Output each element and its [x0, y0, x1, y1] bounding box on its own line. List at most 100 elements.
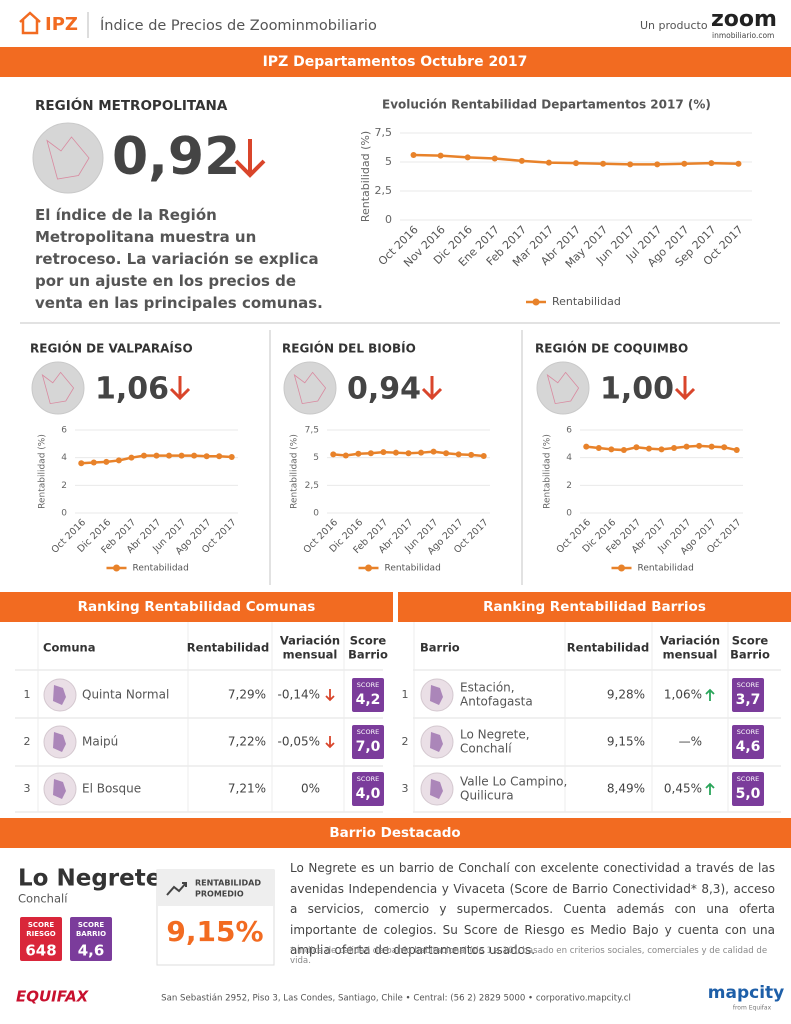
y-tick-label: 0 — [61, 509, 67, 519]
rank: 1 — [402, 688, 409, 701]
area-thumbnail-shape — [430, 779, 443, 799]
variacion: —% — [679, 735, 702, 749]
region-map — [32, 122, 104, 194]
data-point — [708, 443, 715, 450]
score-badge — [732, 725, 764, 759]
trend-arrow — [169, 376, 191, 401]
score-value: 3,7 — [736, 692, 761, 708]
area-thumbnail-shape — [430, 732, 443, 752]
data-point — [128, 454, 135, 461]
y-axis-label: Rentabilidad (%) — [290, 434, 300, 509]
y-tick-label: 5 — [313, 453, 319, 463]
y-tick-label: 2,5 — [375, 184, 393, 197]
score-label: SCORE — [357, 775, 379, 783]
region-title: REGIÓN METROPOLITANA — [35, 96, 228, 114]
trend-arrow — [705, 782, 715, 795]
data-point — [203, 453, 210, 460]
data-point — [491, 155, 498, 162]
region-description: El índice de la Región Metropolitana mue… — [35, 206, 323, 312]
data-point — [600, 160, 607, 167]
y-tick-label: 2 — [566, 481, 572, 491]
column-header: Barrio — [348, 648, 388, 662]
score-label: SCORE — [357, 681, 379, 689]
data-point — [480, 453, 487, 460]
data-point — [443, 450, 450, 457]
legend-label: Rentabilidad — [552, 295, 621, 308]
badge-label: BARRIO — [76, 930, 106, 938]
data-point — [583, 443, 590, 450]
region-map — [31, 361, 85, 415]
area-thumbnail-shape — [53, 732, 66, 752]
trend-arrow — [421, 376, 443, 401]
rentabilidad: 7,22% — [228, 735, 266, 749]
score-label: SCORE — [737, 681, 759, 689]
y-tick-label: 0 — [385, 213, 392, 226]
column-header: Rentabilidad — [567, 641, 649, 655]
score-value: 4,2 — [356, 692, 381, 708]
variacion: 1,06% — [664, 688, 702, 702]
score-value: 7,0 — [356, 739, 381, 755]
area-name: Lo Negrete, — [460, 728, 530, 742]
data-point — [166, 452, 173, 459]
score-badge — [20, 917, 62, 961]
score-badge — [352, 772, 384, 806]
region-title: REGIÓN DEL BIOBÍO — [282, 341, 416, 356]
banner-title: Barrio Destacado — [329, 825, 460, 841]
banner-title: IPZ Departamentos Octubre 2017 — [263, 54, 528, 70]
column-header: Score — [350, 634, 387, 648]
data-point — [627, 161, 634, 168]
y-tick-label: 7,5 — [305, 426, 319, 436]
rank: 1 — [24, 688, 31, 701]
column-header: Score — [732, 634, 769, 648]
data-point — [464, 154, 471, 161]
legend-label: Rentabilidad — [133, 564, 189, 574]
trend-arrow — [325, 736, 335, 749]
rentabilidad: 9,15% — [607, 735, 645, 749]
area-name: Conchalí — [460, 742, 512, 756]
region-index: 0,92 — [112, 127, 240, 187]
score-label: SCORE — [737, 775, 759, 783]
area-name: Quilicura — [460, 789, 514, 803]
score-value: 5,0 — [736, 786, 761, 802]
y-axis-label: Rentabilidad (%) — [359, 131, 372, 222]
badge-value: 648 — [25, 942, 56, 960]
area-name: Maipú — [82, 735, 118, 749]
logo-text: IPZ — [45, 14, 78, 35]
data-point — [658, 446, 665, 453]
column-header: Rentabilidad — [187, 641, 269, 655]
legend-marker — [365, 564, 372, 572]
banner — [0, 818, 791, 848]
column-header: Barrio — [730, 648, 770, 662]
data-point — [430, 448, 437, 455]
data-point — [103, 458, 110, 465]
table-title: Ranking Rentabilidad Comunas — [78, 599, 316, 615]
mapcity-sub: from Equifax — [733, 1005, 772, 1012]
product-label: Un producto — [640, 19, 708, 32]
equifax-logo: EQUIFAX — [16, 988, 90, 1006]
y-axis-label: Rentabilidad (%) — [38, 434, 48, 509]
data-point — [355, 450, 362, 457]
badge-label: RIESGO — [26, 930, 56, 938]
score-label: SCORE — [737, 728, 759, 736]
data-point — [405, 450, 412, 457]
score-badge — [352, 725, 384, 759]
data-point — [708, 160, 715, 167]
data-point — [608, 446, 615, 453]
trend-arrow — [705, 688, 715, 701]
data-point — [380, 449, 387, 456]
mapcity-logo: mapcity — [708, 983, 784, 1003]
region-index: 0,94 — [347, 372, 421, 407]
data-point — [518, 157, 525, 164]
rank: 2 — [402, 735, 409, 748]
kpi-label: RENTABILIDAD — [195, 879, 261, 888]
y-tick-label: 2 — [61, 481, 67, 491]
kpi-value: 9,15% — [166, 915, 263, 948]
table-title: Ranking Rentabilidad Barrios — [483, 599, 706, 615]
score-badge — [70, 917, 112, 961]
score-badge — [732, 772, 764, 806]
data-point — [78, 460, 85, 467]
badge-label: SCORE — [28, 921, 55, 929]
column-header: mensual — [663, 648, 718, 662]
data-point — [455, 451, 462, 458]
